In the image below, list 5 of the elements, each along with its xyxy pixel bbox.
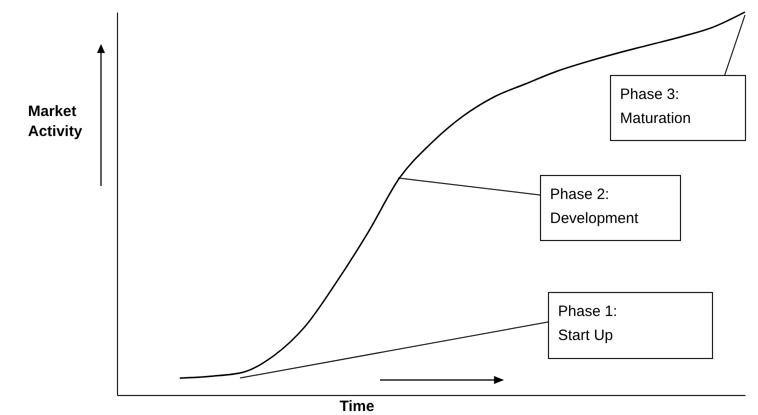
annotation: Phase 1: Start Up xyxy=(558,302,618,346)
x-axis-title: Time xyxy=(338,398,376,415)
annotation: Phase 3: Maturation xyxy=(620,85,691,129)
annotation: Phase 2: Development xyxy=(550,185,638,229)
y-axis-title: Market Activity xyxy=(28,102,84,142)
